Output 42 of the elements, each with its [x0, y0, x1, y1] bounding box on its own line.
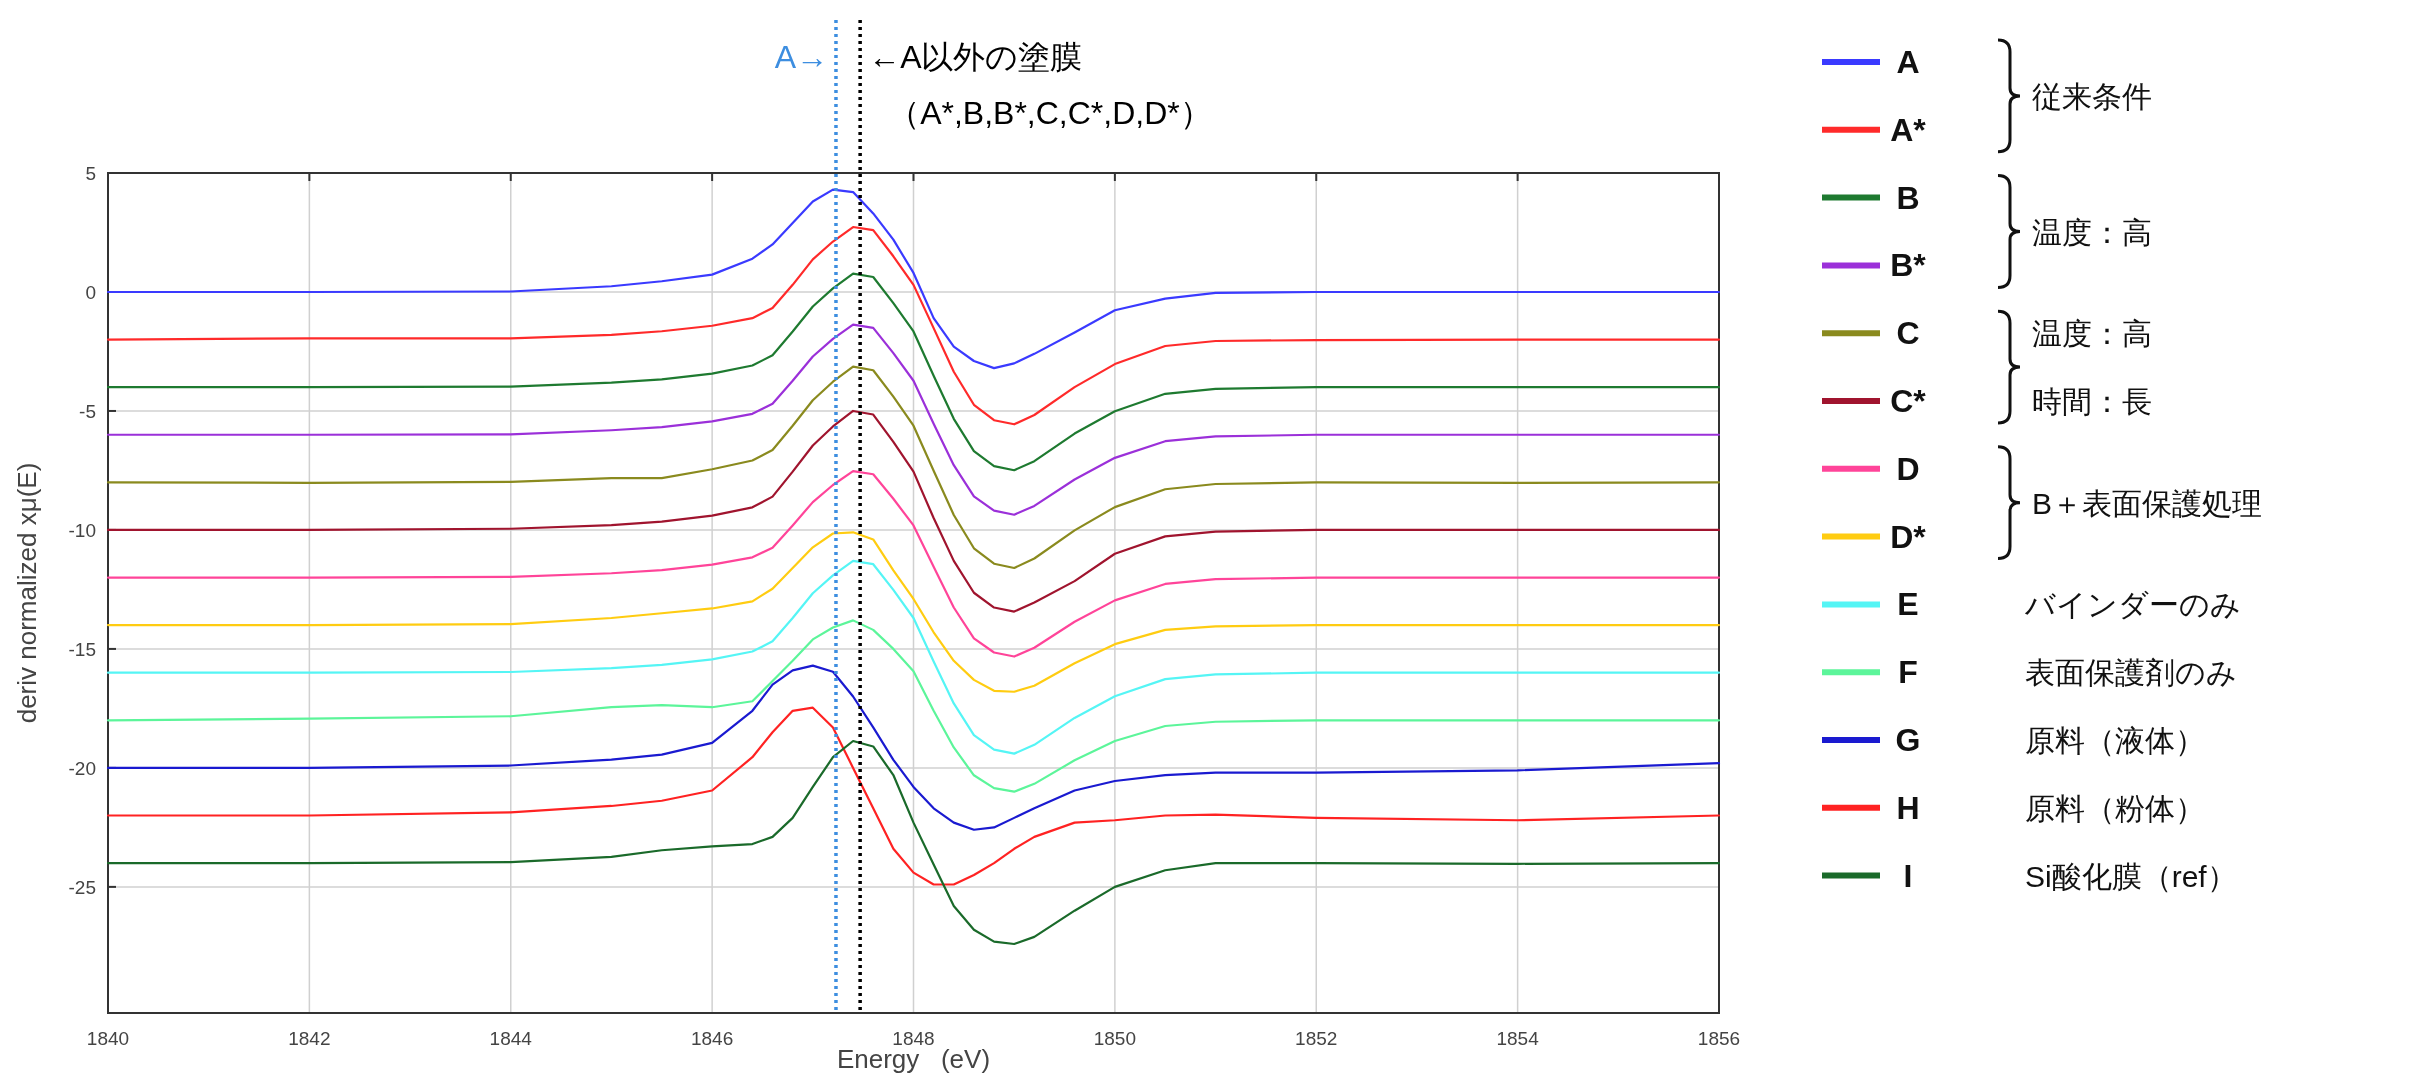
legend-label: A*	[1890, 111, 1927, 148]
legend-label: F	[1898, 654, 1918, 691]
text: 原料（粉体）	[2025, 791, 2205, 825]
legend-label: E	[1897, 586, 1919, 623]
text: 温度：高	[2032, 317, 2152, 351]
legend-label: I	[1903, 857, 1913, 894]
legend-label: H	[1896, 789, 1920, 826]
text: （A*,B,B*,C,C*,D,D*）	[888, 95, 1212, 131]
text: 温度：高	[2032, 215, 2152, 249]
y-axis-title: deriv normalized xμ(E)	[12, 462, 42, 724]
x-tick-label: 1854	[1496, 1028, 1540, 1049]
ref-line-label: A→	[774, 39, 828, 75]
text: バインダーのみ	[2024, 588, 2241, 622]
legend-label: A	[1896, 44, 1920, 80]
text: B＋表面保護処理	[2032, 486, 2263, 520]
x-tick-label: 1846	[690, 1028, 734, 1049]
legend-label: B*	[1890, 247, 1927, 284]
y-tick-label: -25	[68, 876, 96, 898]
y-tick-label: 5	[85, 163, 96, 184]
x-tick-label: 1840	[86, 1028, 130, 1049]
text: Si酸化膜（ref）	[2025, 859, 2237, 893]
x-tick-label: 1844	[489, 1028, 533, 1049]
legend-label: C	[1896, 315, 1920, 352]
x-tick-label: 1856	[1697, 1028, 1741, 1049]
x-tick-label: 1842	[288, 1028, 331, 1049]
text: 表面保護剤のみ	[2025, 656, 2237, 690]
text: 原料（液体）	[2025, 724, 2205, 757]
ref-line-label: ←A以外の塗膜	[868, 39, 1083, 75]
x-tick-label: 1850	[1093, 1028, 1137, 1049]
y-tick-label: -5	[79, 400, 96, 422]
legend-label: C*	[1890, 383, 1927, 419]
text: 従来条件	[2032, 79, 2152, 113]
y-tick-label: 0	[85, 281, 96, 303]
y-tick-label: -10	[68, 519, 96, 541]
legend-label: G	[1895, 722, 1921, 758]
text: 時間：長	[2032, 385, 2152, 418]
legend-label: B	[1896, 179, 1920, 216]
legend-label: D	[1896, 450, 1920, 487]
x-tick-label: 1852	[1295, 1028, 1338, 1049]
y-tick-label: -15	[68, 638, 96, 660]
y-tick-label: -20	[68, 757, 96, 779]
legend-label: D*	[1890, 518, 1927, 555]
